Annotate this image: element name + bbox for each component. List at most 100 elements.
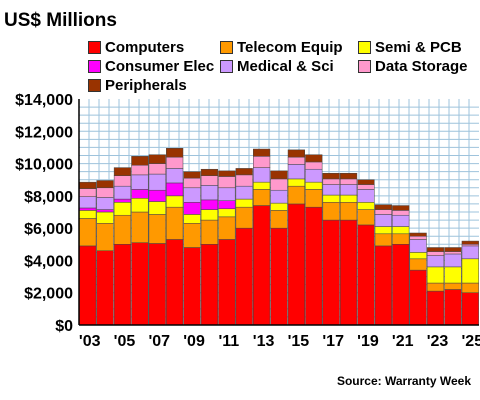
bar-segment-consumer-elec-2009 [183, 202, 201, 215]
bar-segment-telecom-equip-2015 [287, 185, 305, 205]
bar-segment-consumer-elec-2008 [166, 182, 184, 197]
bar-segment-semi-pcb-2022 [409, 252, 427, 260]
bar-segment-computers-2013 [253, 205, 271, 326]
bar-segment-data-storage-2005 [113, 175, 132, 187]
bar-segment-telecom-equip-2019 [357, 209, 375, 226]
bar-segment-peripherals-2006 [131, 156, 149, 166]
x-tick-label: '07 [148, 333, 170, 350]
bar-segment-semi-pcb-2014 [270, 202, 288, 211]
bar-segment-telecom-equip-2009 [183, 223, 201, 248]
bar-segment-telecom-equip-2011 [218, 216, 236, 240]
bar-segment-peripherals-2021 [392, 205, 410, 211]
x-tick-label: '09 [183, 333, 205, 350]
legend-label: Telecom Equip [237, 38, 343, 56]
bar-segment-computers-2012 [235, 227, 253, 326]
bar-segment-computers-2018 [339, 219, 358, 326]
bar-segment-peripherals-2018 [339, 173, 358, 180]
bar-segment-consumer-elec-2003 [79, 207, 97, 211]
bar-segment-medical-sci-2018 [339, 184, 358, 196]
bar-segment-medical-sci-2015 [287, 164, 305, 180]
bar-segment-medical-sci-2022 [409, 239, 427, 253]
bar-segment-semi-pcb-2009 [183, 214, 201, 224]
bar-segment-peripherals-2013 [253, 148, 271, 157]
bar-segment-telecom-equip-2017 [322, 202, 340, 221]
bar-segment-telecom-equip-2014 [270, 210, 288, 229]
bar-segment-computers-2003 [79, 245, 97, 326]
y-tick-label: $2,000 [24, 286, 73, 303]
bar-segment-telecom-equip-2010 [200, 219, 219, 245]
bar-segment-semi-pcb-2013 [253, 181, 271, 190]
x-tick-label: '23 [427, 333, 449, 350]
bar-segment-data-storage-2020 [374, 209, 392, 215]
bar-segment-semi-pcb-2016 [305, 181, 323, 190]
bar-segment-semi-pcb-2004 [96, 211, 114, 224]
bar-segment-data-storage-2004 [96, 187, 114, 198]
bar-segment-data-storage-2013 [253, 156, 271, 168]
bar-segment-medical-sci-2021 [392, 214, 410, 227]
bar-segment-peripherals-2008 [166, 147, 184, 158]
bar-segment-consumer-elec-2010 [200, 199, 219, 210]
bar-segment-semi-pcb-2006 [131, 198, 149, 213]
bar-segment-medical-sci-2024 [444, 253, 462, 268]
bar-segment-data-storage-2024 [444, 251, 462, 255]
bar-segment-data-storage-2017 [322, 178, 340, 185]
y-tick-label: $0 [55, 318, 73, 335]
bar-segment-medical-sci-2009 [183, 187, 201, 203]
legend-swatch [220, 40, 233, 54]
bar-segment-telecom-equip-2024 [444, 282, 462, 290]
bar-segment-data-storage-2006 [131, 164, 149, 176]
bar-segment-medical-sci-2006 [131, 174, 149, 190]
bar-segment-peripherals-2011 [218, 170, 236, 177]
legend-item: Consumer Elec [88, 57, 214, 75]
bar-segment-telecom-equip-2013 [253, 189, 271, 206]
bar-segment-data-storage-2012 [235, 174, 253, 187]
bar-segment-peripherals-2012 [235, 168, 253, 176]
bar-segment-semi-pcb-2017 [322, 194, 340, 203]
bar-segment-peripherals-2025 [461, 240, 479, 245]
x-tick-label: '21 [392, 333, 414, 350]
legend-label: Semi & PCB [375, 38, 462, 56]
bar-segment-computers-2010 [200, 244, 219, 326]
bar-segment-semi-pcb-2011 [218, 208, 236, 218]
bar-segment-telecom-equip-2018 [339, 202, 358, 221]
bar-segment-computers-2024 [444, 289, 462, 326]
bar-segment-computers-2011 [218, 239, 236, 326]
bar-segment-telecom-equip-2021 [392, 233, 410, 245]
bar-segment-telecom-equip-2012 [235, 206, 253, 229]
bar-segment-data-storage-2011 [218, 176, 236, 189]
bar-segment-data-storage-2019 [357, 184, 375, 190]
legend-item: Semi & PCB [358, 38, 462, 56]
bar-segment-data-storage-2010 [200, 175, 219, 186]
legend-swatch [88, 59, 101, 73]
bar-segment-peripherals-2014 [270, 170, 288, 180]
bar-segment-semi-pcb-2015 [287, 178, 305, 187]
bar-segment-consumer-elec-2005 [113, 198, 132, 203]
bar-segment-peripherals-2017 [322, 173, 340, 180]
bar-segment-data-storage-2021 [392, 210, 410, 216]
bar-segment-data-storage-2007 [148, 163, 166, 175]
chart-title: US$ Millions [4, 10, 117, 31]
legend-label: Consumer Elec [105, 57, 215, 75]
bar-segment-medical-sci-2023 [426, 255, 445, 268]
bar-segment-peripherals-2010 [200, 168, 219, 176]
bar-segment-computers-2007 [148, 243, 166, 326]
bar-segment-computers-2023 [426, 290, 445, 326]
y-tick-label: $10,000 [15, 157, 73, 174]
x-tick-label: '11 [218, 333, 239, 350]
bar-segment-semi-pcb-2008 [166, 195, 184, 208]
x-tick-label: '15 [288, 333, 310, 350]
bar-segment-peripherals-2004 [96, 180, 114, 189]
bar-segment-telecom-equip-2022 [409, 258, 427, 271]
legend-item: Medical & Sci [220, 57, 334, 75]
bar-segment-consumer-elec-2004 [96, 209, 114, 213]
bar-segment-computers-2004 [96, 250, 114, 326]
bar-segment-peripherals-2015 [287, 149, 305, 158]
bar-segment-data-storage-2003 [79, 188, 97, 197]
bar-segment-consumer-elec-2006 [131, 189, 149, 199]
bar-segment-computers-2017 [322, 219, 340, 326]
legend-swatch [358, 59, 371, 73]
bar-segment-data-storage-2023 [426, 251, 445, 256]
legend-item: Data Storage [358, 57, 468, 75]
bar-segment-telecom-equip-2008 [166, 206, 184, 240]
